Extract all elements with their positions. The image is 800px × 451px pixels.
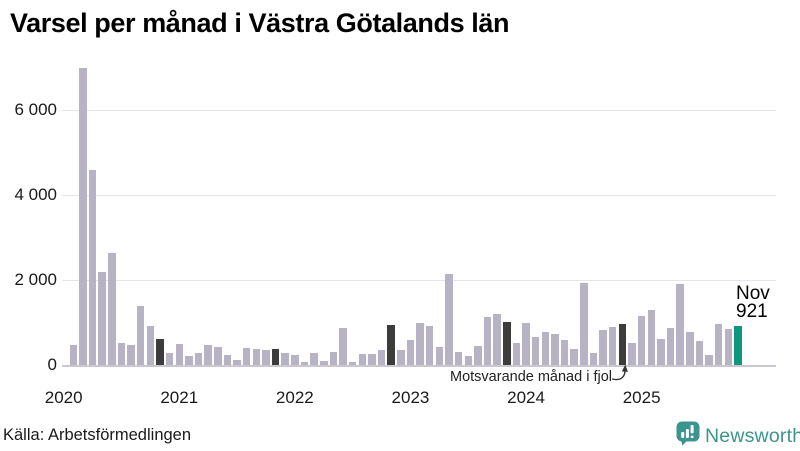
bar-2021-10 [262,350,270,365]
bar-2022-02 [300,361,309,365]
bar-2024-01 [522,322,530,365]
highlight-value-label: 921 [736,300,768,322]
y-axis-tick-label: 2 000 [14,270,57,289]
bar-2021-01 [175,343,183,365]
bar-2024-08 [589,353,598,365]
bar-2025-03 [657,339,665,365]
bar-2020-07 [117,342,126,365]
bar-2022-03 [310,353,318,365]
bar-2022-05 [329,351,338,365]
bar-2020-05 [98,271,106,365]
bar-2022-08 [358,353,367,365]
bar-2025-05 [676,284,684,365]
bar-2021-08 [242,348,251,365]
bar-2024-07 [580,283,588,365]
bar-2023-10 [493,314,501,365]
bar-2023-02 [416,322,424,365]
bar-2022-07 [348,362,357,365]
bar-2021-07 [233,359,241,365]
bar-2022-10 [377,350,386,365]
x-axis-year-label: 2023 [391,388,430,407]
source-label: Källa: Arbetsförmedlingen [3,426,192,444]
bar-2021-09 [252,348,261,365]
bar-2024-05 [560,339,569,365]
annotation-label: Motsvarande månad i fjol [450,369,612,385]
bar-2025-02 [647,310,656,365]
bar-2023-09 [483,316,492,365]
bar-2020-12 [165,352,174,365]
bar-2024-11 [618,323,627,365]
bar-2024-09 [599,330,607,365]
bar-2022-04 [320,360,328,365]
newsworthy-logo-text: Newsworthy [705,424,800,447]
bar-2025-01 [637,316,646,365]
bar-2025-07 [695,340,704,365]
bar-2020-02 [69,345,78,365]
bar-2021-12 [281,353,289,365]
bar-2025-06 [686,331,694,365]
bar-2020-10 [146,325,155,365]
bar-2025-10 [724,329,733,365]
newsworthy-logo-icon [676,421,700,451]
bar-2023-08 [474,345,482,365]
y-axis-tick-label: 0 [47,355,57,374]
newsworthy-logo: Newsworthy [676,421,800,451]
bar-2023-12 [512,343,521,365]
bar-2025-11 [734,325,742,365]
bar-2021-11 [271,349,280,365]
bar-2024-02 [531,336,540,365]
bar-2021-02 [185,356,193,365]
bar-2023-07 [464,356,472,365]
bar-2022-12 [397,350,405,365]
bar-2024-06 [570,348,578,365]
bar-2023-03 [425,325,434,365]
x-axis-year-label: 2024 [507,388,545,407]
gridline [62,110,776,111]
x-axis-year-label: 2020 [44,388,83,407]
bar-2024-03 [541,331,550,365]
bar-2024-12 [628,343,636,365]
x-axis-year-label: 2025 [622,388,661,407]
bar-2023-11 [503,321,511,365]
bar-2022-09 [368,353,376,365]
bar-2025-04 [666,327,675,365]
bar-2024-10 [608,326,617,365]
bar-2020-06 [108,252,116,365]
x-axis-year-label: 2022 [275,388,314,407]
bar-2020-03 [79,67,87,365]
gridline [62,195,776,196]
bar-2021-06 [223,354,232,365]
bar-2020-08 [127,344,135,365]
page-title: Varsel per månad i Västra Götalands län [10,8,510,38]
bar-2021-05 [214,347,222,365]
bar-2020-04 [88,169,97,365]
highlight-label: Nov 921 [736,283,770,322]
bar-2022-06 [339,327,347,365]
bar-2025-08 [705,355,713,365]
bar-2023-05 [445,273,453,365]
bar-2022-11 [387,325,395,365]
y-axis-tick-label: 6 000 [14,100,57,119]
highlight-month-label: Nov [736,283,770,304]
bar-2024-04 [551,334,559,365]
y-axis-tick-label: 4 000 [14,185,57,204]
bar-2022-01 [291,355,299,365]
bar-2020-11 [156,339,164,365]
x-axis-year-label: 2021 [160,388,199,407]
bar-2020-09 [136,305,145,365]
bar-2023-01 [406,339,415,365]
x-axis-baseline [62,364,776,367]
bar-2025-09 [714,324,723,365]
bar-2021-04 [204,345,212,365]
bar-2023-04 [435,346,444,365]
gridline [62,280,776,281]
bar-2023-06 [454,351,463,365]
bar-2021-03 [194,353,203,365]
